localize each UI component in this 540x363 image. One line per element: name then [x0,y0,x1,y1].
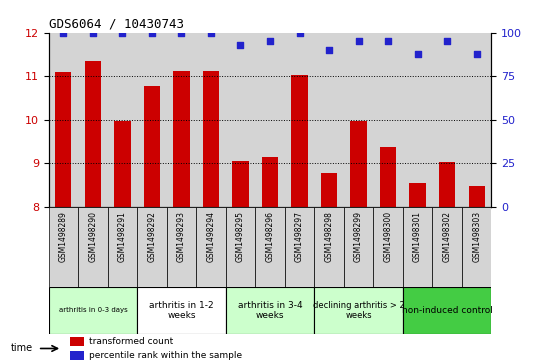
Text: GDS6064 / 10430743: GDS6064 / 10430743 [49,17,184,30]
Bar [49,287,137,334]
Bar [314,207,344,287]
Text: GSM1498298: GSM1498298 [325,211,334,262]
Bar [285,207,314,287]
Bar [226,287,314,334]
Point [89,30,97,36]
Point [207,30,215,36]
Bar [409,183,426,207]
Bar [439,163,455,207]
Bar [203,71,219,207]
Bar [173,71,190,207]
Bar [144,86,160,207]
Point [384,38,393,44]
Text: arthritis in 0-3 days: arthritis in 0-3 days [58,307,127,313]
Text: GSM1498290: GSM1498290 [89,211,97,262]
Bar [373,33,403,207]
Point [59,30,68,36]
Point [177,30,186,36]
Bar [262,157,278,207]
Text: arthritis in 3-4
weeks: arthritis in 3-4 weeks [238,301,302,320]
Text: GSM1498289: GSM1498289 [59,211,68,262]
Bar [285,33,314,207]
Bar [314,287,403,334]
Bar [78,33,107,207]
Bar [114,121,131,207]
Bar [255,33,285,207]
Bar [167,33,196,207]
Bar [344,207,373,287]
Point [354,38,363,44]
Bar [137,287,226,334]
Text: GSM1498291: GSM1498291 [118,211,127,262]
Bar [469,186,485,207]
Point [147,30,156,36]
Bar [403,33,433,207]
Bar [49,207,78,287]
Point [295,30,304,36]
Point [118,30,127,36]
Bar [167,207,196,287]
Text: arthritis in 1-2
weeks: arthritis in 1-2 weeks [149,301,214,320]
Bar [403,287,491,334]
Point [266,38,274,44]
Text: GSM1498301: GSM1498301 [413,211,422,262]
Bar [78,207,107,287]
Bar [137,33,167,207]
Bar [196,33,226,207]
Bar [292,75,308,207]
Text: declining arthritis > 2
weeks: declining arthritis > 2 weeks [313,301,404,320]
Bar [403,207,433,287]
Text: GSM1498296: GSM1498296 [266,211,274,262]
Text: percentile rank within the sample: percentile rank within the sample [89,351,242,360]
Text: GSM1498299: GSM1498299 [354,211,363,262]
Bar [85,61,101,207]
Bar [462,33,491,207]
Text: GSM1498302: GSM1498302 [443,211,451,262]
Bar [321,173,337,207]
Bar [433,33,462,207]
Text: non-induced control: non-induced control [402,306,492,315]
Text: GSM1498303: GSM1498303 [472,211,481,262]
Bar [380,147,396,207]
Bar [350,121,367,207]
Point [325,47,333,53]
Text: GSM1498295: GSM1498295 [236,211,245,262]
Bar [49,33,78,207]
Point [236,42,245,48]
Bar [314,33,344,207]
Bar [70,351,84,360]
Text: time: time [11,343,33,354]
Bar [55,72,71,207]
Bar [232,161,248,207]
Point [472,51,481,57]
Point [443,38,451,44]
Text: GSM1498300: GSM1498300 [383,211,393,262]
Text: GSM1498297: GSM1498297 [295,211,304,262]
Bar [226,33,255,207]
Bar [70,337,84,346]
Bar [255,207,285,287]
Bar [462,207,491,287]
Text: GSM1498294: GSM1498294 [206,211,215,262]
Bar [433,207,462,287]
Bar [137,207,167,287]
Text: transformed count: transformed count [89,337,173,346]
Bar [107,207,137,287]
Bar [107,33,137,207]
Bar [196,207,226,287]
Bar [373,207,403,287]
Point [413,51,422,57]
Text: GSM1498293: GSM1498293 [177,211,186,262]
Bar [226,207,255,287]
Text: GSM1498292: GSM1498292 [147,211,157,262]
Bar [344,33,373,207]
